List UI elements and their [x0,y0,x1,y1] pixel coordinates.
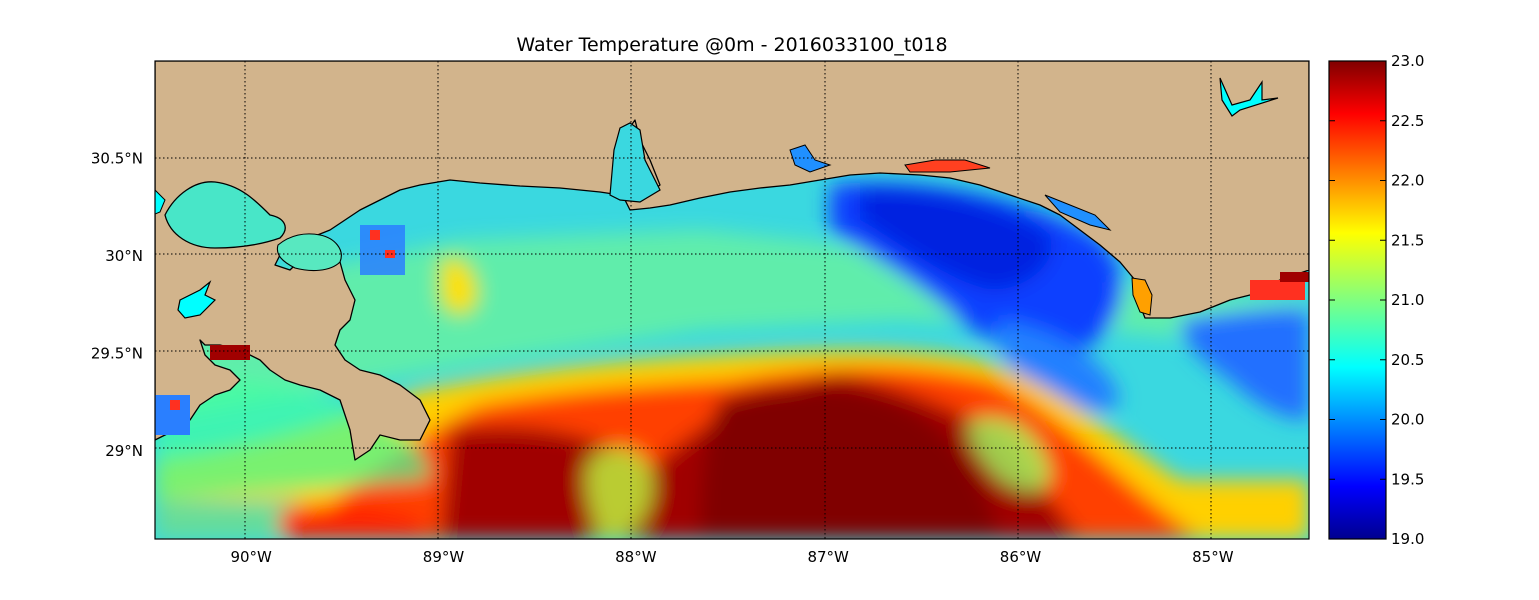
colorbar-gradient [1328,60,1387,540]
lon-tick-label: 90°W [230,548,272,566]
lon-tick-label: 88°W [615,548,657,566]
colorbar-tick-label: 21.5 [1391,231,1424,249]
lon-tick-label: 89°W [423,548,465,566]
lon-tick-label: 87°W [807,548,849,566]
colorbar-tick-label: 22.0 [1391,172,1424,190]
map-grid [155,61,1309,539]
lat-tick-label: 30°N [105,247,143,265]
map-title: Water Temperature @0m - 2016033100_t018 [516,34,948,56]
colorbar-tick-label: 19.0 [1391,530,1424,548]
land-mass [155,61,1309,461]
lon-tick-label: 85°W [1192,548,1234,566]
latitude-axis: 30.5°N 30°N 29.5°N 29°N [91,150,143,461]
colorbar: 19.0 19.5 20.0 20.5 21.0 21.5 22.0 22.5 23.0 [1328,52,1424,548]
lon-tick-label: 86°W [1000,548,1042,566]
colorbar-tick-label: 21.0 [1391,291,1424,309]
lat-tick-label: 30.5°N [91,150,143,168]
colorbar-tick-label: 19.5 [1391,470,1424,488]
map-frame [154,60,1310,540]
colorbar-tick-label: 20.5 [1391,351,1424,369]
colorbar-tick-label: 22.5 [1391,112,1424,130]
lat-tick-label: 29.5°N [91,345,143,363]
colorbar-tick-label: 23.0 [1391,52,1424,70]
lat-tick-label: 29°N [105,442,143,460]
colorbar-tick-label: 20.0 [1391,411,1424,429]
longitude-axis: 90°W 89°W 88°W 87°W 86°W 85°W [230,548,1233,566]
